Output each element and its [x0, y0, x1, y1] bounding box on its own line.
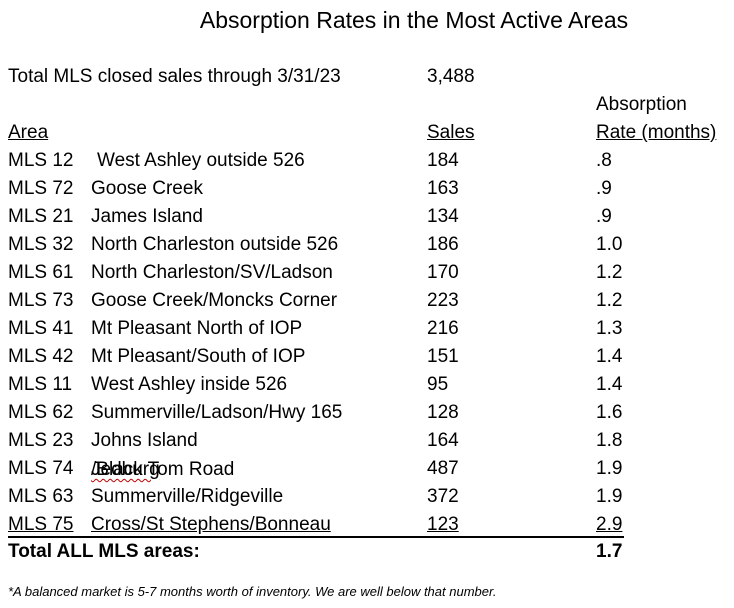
row-sales: 128 — [427, 402, 459, 423]
row-area: Mt Pleasant/South of IOP — [91, 346, 306, 367]
header-sales-text: Sales — [427, 122, 475, 143]
table-row: MLS 41 Mt Pleasant North of IOP 216 1.3 — [0, 315, 734, 343]
spellcheck-flagged-word: Jedburg — [91, 459, 160, 480]
row-area: Mt Pleasant North of IOP — [91, 318, 303, 339]
row-area: North Charleston/SV/Ladson — [91, 262, 333, 283]
row-area: Goose Creek — [91, 178, 203, 199]
row-area: Cross/St Stephens/Bonneau — [91, 514, 331, 535]
row-rate: 1.6 — [596, 402, 623, 423]
row-area: Summerville/Ladson/Hwy 165 — [91, 402, 343, 423]
table-row: MLS 12 West Ashley outside 526 184 .8 — [0, 147, 734, 175]
row-sales: 184 — [427, 150, 459, 171]
row-code: MLS 41 — [8, 318, 74, 339]
row-rate: .9 — [596, 206, 612, 227]
table-row: MLS 42 Mt Pleasant/South of IOP 151 1.4 — [0, 343, 734, 371]
total-closed-label: Total MLS closed sales through 3/31/23 — [8, 66, 341, 87]
row-area: West Ashley inside 526 — [91, 374, 288, 395]
row-sales: 164 — [427, 430, 459, 451]
header-area: Area — [8, 120, 48, 146]
header-rate-line2: Rate (months) — [596, 120, 716, 146]
row-code: MLS 73 — [8, 290, 74, 311]
row-code: MLS 75 — [8, 514, 74, 535]
row-area-rest: /Black Tom Road — [91, 459, 235, 480]
row-sales: 216 — [427, 318, 459, 339]
row-code: MLS 72 — [8, 178, 74, 199]
row-sales: 186 — [427, 234, 459, 255]
row-code: MLS 42 — [8, 346, 74, 367]
table-row: MLS 32 North Charleston outside 526 186 … — [0, 231, 734, 259]
header-area-text: Area — [8, 122, 49, 143]
footnote: *A balanced market is 5-7 months worth o… — [8, 584, 497, 599]
row-rate: .8 — [596, 150, 612, 171]
row-sales: 487 — [427, 458, 459, 479]
row-area: Summerville/Ridgeville — [91, 486, 284, 507]
grand-total-label: Total ALL MLS areas: — [8, 541, 200, 562]
row-rate: 1.0 — [596, 234, 623, 255]
row-sales: 151 — [427, 346, 459, 367]
table-row: MLS 73 Goose Creek/Moncks Corner 223 1.2 — [0, 287, 734, 315]
row-sales: 170 — [427, 262, 459, 283]
row-rate: 1.9 — [596, 486, 623, 507]
row-sales: 123 — [427, 514, 459, 535]
table-row: MLS 74 Jedburg/Black Tom Road 487 1.9 — [0, 455, 734, 483]
row-code: MLS 32 — [8, 234, 74, 255]
row-area: Goose Creek/Moncks Corner — [91, 290, 338, 311]
table-row: MLS 61 North Charleston/SV/Ladson 170 1.… — [0, 259, 734, 287]
row-sales: 95 — [427, 374, 449, 395]
row-code: MLS 12 — [8, 150, 74, 171]
row-rate: 1.2 — [596, 262, 623, 283]
table-row: MLS 72 Goose Creek 163 .9 — [0, 175, 734, 203]
area-table: MLS 12 West Ashley outside 526 184 .8 ML… — [0, 147, 734, 539]
row-area: North Charleston outside 526 — [91, 234, 339, 255]
row-sales: 163 — [427, 178, 459, 199]
total-divider — [8, 536, 624, 538]
row-area: West Ashley outside 526 — [97, 150, 305, 171]
header-rate-line1: Absorption — [596, 94, 687, 115]
total-closed-value: 3,488 — [427, 66, 475, 87]
row-code: MLS 11 — [8, 374, 73, 395]
row-rate: 1.4 — [596, 374, 623, 395]
row-area: James Island — [91, 206, 203, 227]
grand-total-rate: 1.7 — [596, 541, 623, 562]
row-code: MLS 21 — [8, 206, 74, 227]
row-code: MLS 63 — [8, 486, 74, 507]
row-sales: 223 — [427, 290, 459, 311]
row-area: Johns Island — [91, 430, 198, 451]
header-sales: Sales — [427, 120, 475, 146]
row-code: MLS 74 — [8, 458, 74, 479]
row-code: MLS 23 — [8, 430, 74, 451]
row-rate: 1.4 — [596, 346, 623, 367]
row-code: MLS 62 — [8, 402, 74, 423]
table-row: MLS 62 Summerville/Ladson/Hwy 165 128 1.… — [0, 399, 734, 427]
row-sales: 372 — [427, 486, 459, 507]
row-rate: 1.3 — [596, 318, 623, 339]
row-rate: 1.9 — [596, 458, 623, 479]
table-row: MLS 63 Summerville/Ridgeville 372 1.9 — [0, 483, 734, 511]
header-rate-line2-text: Rate (months) — [596, 122, 717, 143]
table-row: MLS 21 James Island 134 .9 — [0, 203, 734, 231]
row-rate: 1.2 — [596, 290, 623, 311]
row-sales: 134 — [427, 206, 459, 227]
row-rate: 2.9 — [596, 514, 623, 535]
row-rate: 1.8 — [596, 430, 623, 451]
table-row: MLS 23 Johns Island 164 1.8 — [0, 427, 734, 455]
row-rate: .9 — [596, 178, 612, 199]
page-title: Absorption Rates in the Most Active Area… — [199, 7, 629, 33]
table-row: MLS 11 West Ashley inside 526 95 1.4 — [0, 371, 734, 399]
table-row: MLS 75 Cross/St Stephens/Bonneau 123 2.9 — [0, 511, 734, 539]
row-code: MLS 61 — [8, 262, 74, 283]
